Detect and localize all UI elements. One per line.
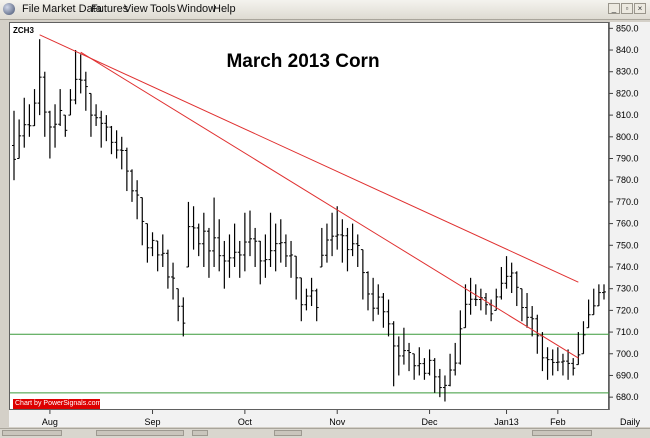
menu-window[interactable]: Window: [177, 3, 217, 15]
support-lines: [10, 333, 609, 394]
month-tick-label: Dec: [422, 417, 439, 427]
month-tick-label: Nov: [329, 417, 346, 427]
month-ticks: Aug Sep Oct Nov Dec Jan13 Feb: [42, 410, 566, 427]
time-axis[interactable]: [9, 410, 650, 427]
price-tick-label: 770.0: [616, 197, 639, 207]
scroll-segment[interactable]: [274, 430, 302, 436]
menu-bar: File Market Data Futures View Tools Wind…: [0, 0, 650, 20]
month-tick-label: Oct: [238, 417, 253, 427]
scroll-segment[interactable]: [96, 430, 184, 436]
price-tick-label: 730.0: [616, 284, 639, 294]
price-tick-label: 740.0: [616, 262, 639, 272]
price-tick-label: 680.0: [616, 392, 639, 402]
price-tick-label: 750.0: [616, 240, 639, 250]
price-tick-label: 830.0: [616, 67, 639, 77]
month-tick-label: Feb: [550, 417, 566, 427]
ohlc-bars: [12, 39, 606, 402]
menu-futures[interactable]: Futures: [91, 3, 129, 15]
trend-lines: [39, 34, 579, 359]
menu-file[interactable]: File: [22, 3, 40, 15]
scroll-segment[interactable]: [532, 430, 592, 436]
symbol-label: ZCH3: [13, 26, 34, 35]
scroll-thumb[interactable]: [192, 430, 208, 436]
scroll-segment[interactable]: [2, 430, 62, 436]
month-tick-label: Jan13: [494, 417, 519, 427]
menu-tools[interactable]: Tools: [150, 3, 176, 15]
credit-badge: Chart by PowerSignals.com: [13, 399, 102, 409]
price-ticks: 680.0 690.0 700.0 710.0 720.0 730.0 740.0 750.0…: [609, 23, 639, 402]
price-tick-label: 820.0: [616, 88, 639, 98]
price-axis[interactable]: [609, 22, 650, 410]
price-tick-label: 760.0: [616, 219, 639, 229]
menu-view[interactable]: View: [124, 3, 148, 15]
trend-line: [39, 34, 579, 283]
price-tick-label: 850.0: [616, 23, 639, 33]
price-tick-label: 690.0: [616, 370, 639, 380]
menu-market-data[interactable]: Market Data: [42, 3, 102, 15]
price-tick-label: 720.0: [616, 305, 639, 315]
price-tick-label: 810.0: [616, 110, 639, 120]
month-tick-label: Sep: [145, 417, 161, 427]
month-tick-label: Aug: [42, 417, 58, 427]
horizontal-scrollbar[interactable]: [0, 428, 650, 438]
price-tick-label: 700.0: [616, 349, 639, 359]
price-tick-label: 790.0: [616, 154, 639, 164]
close-button[interactable]: ×: [634, 3, 646, 14]
price-tick-label: 780.0: [616, 175, 639, 185]
interval-label[interactable]: Daily: [620, 417, 641, 427]
chart-plot-area[interactable]: [9, 22, 609, 410]
minimize-button[interactable]: _: [608, 3, 620, 14]
trend-line: [80, 51, 579, 359]
price-tick-label: 800.0: [616, 132, 639, 142]
price-tick-label: 710.0: [616, 327, 639, 337]
restore-button[interactable]: ▫: [621, 3, 633, 14]
price-tick-label: 840.0: [616, 45, 639, 55]
app-logo-icon[interactable]: [3, 3, 15, 15]
menu-help[interactable]: Help: [213, 3, 236, 15]
chart-title: March 2013 Corn: [226, 51, 379, 72]
